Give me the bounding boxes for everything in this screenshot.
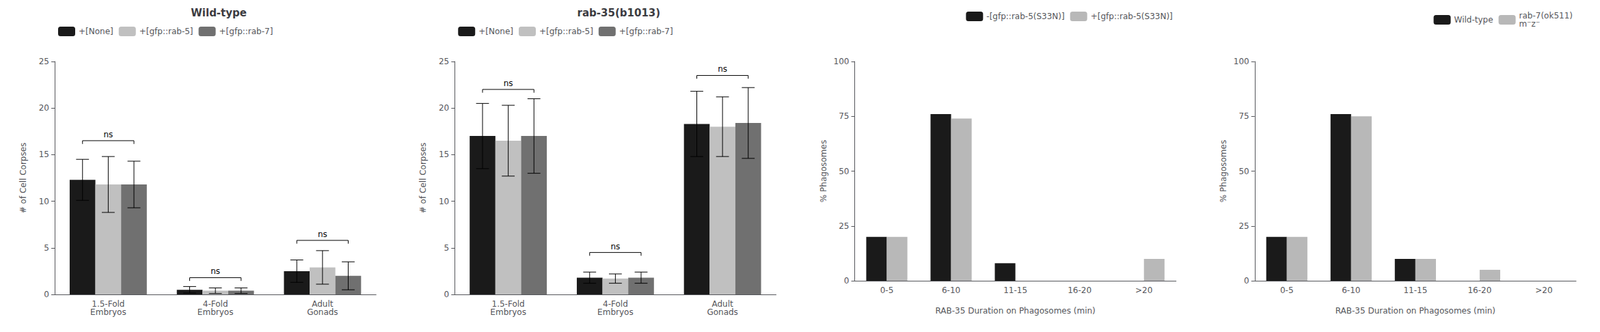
svg-text:% Phagosomes: % Phagosomes xyxy=(1218,140,1229,203)
svg-text:100: 100 xyxy=(833,56,850,67)
svg-text:10: 10 xyxy=(438,196,450,207)
svg-text:0-5: 0-5 xyxy=(880,285,894,296)
svg-text:Embryos: Embryos xyxy=(197,307,234,318)
svg-text:Adult: Adult xyxy=(311,299,334,309)
svg-text:4-Fold: 4-Fold xyxy=(202,299,228,309)
svg-text:20: 20 xyxy=(38,103,50,113)
svg-text:Embryos: Embryos xyxy=(90,307,127,318)
svg-text:25: 25 xyxy=(38,56,50,67)
svg-text:>20: >20 xyxy=(1535,285,1553,296)
svg-text:# of Cell Corpses: # of Cell Corpses xyxy=(18,142,29,214)
svg-text:0: 0 xyxy=(1243,276,1250,286)
svg-text:25: 25 xyxy=(438,56,450,67)
svg-text:0-5: 0-5 xyxy=(1280,285,1294,296)
svg-text:+[gfp::rab-5(S33N)]: +[gfp::rab-5(S33N)] xyxy=(1090,11,1173,22)
svg-text:5: 5 xyxy=(444,243,450,253)
svg-text:0: 0 xyxy=(43,289,50,300)
svg-text:Gonads: Gonads xyxy=(706,307,738,318)
svg-text:Gonads: Gonads xyxy=(306,307,338,318)
svg-text:RAB-35 Duration on Phagosomes: RAB-35 Duration on Phagosomes (min) xyxy=(934,306,1095,316)
svg-text:Wild-type: Wild-type xyxy=(1454,15,1494,25)
svg-text:0: 0 xyxy=(844,276,850,286)
svg-text:Embryos: Embryos xyxy=(597,307,634,318)
svg-text:10: 10 xyxy=(38,196,50,207)
svg-text:Adult: Adult xyxy=(711,299,734,309)
svg-text:ns: ns xyxy=(610,241,620,252)
svg-text:>20: >20 xyxy=(1135,285,1153,296)
svg-text:% Phagosomes: % Phagosomes xyxy=(818,140,829,203)
svg-text:5: 5 xyxy=(43,243,50,253)
svg-text:75: 75 xyxy=(1238,111,1249,121)
svg-text:6-10: 6-10 xyxy=(941,285,961,296)
svg-text:1.5-Fold: 1.5-Fold xyxy=(91,299,125,309)
svg-text:+[gfp::rab-7]: +[gfp::rab-7] xyxy=(619,26,674,37)
svg-text:50: 50 xyxy=(1238,166,1249,177)
svg-text:25: 25 xyxy=(1238,221,1249,232)
svg-text:100: 100 xyxy=(1233,56,1250,67)
svg-text:+[None]: +[None] xyxy=(78,26,114,37)
svg-text:Wild-type: Wild-type xyxy=(190,6,247,20)
svg-text:+[gfp::rab-5]: +[gfp::rab-5] xyxy=(539,26,594,37)
svg-text:11-15: 11-15 xyxy=(1403,285,1428,296)
svg-text:rab-7(ok511): rab-7(ok511) xyxy=(1519,10,1573,21)
svg-text:ns: ns xyxy=(503,78,514,89)
svg-text:+[None]: +[None] xyxy=(478,26,514,37)
svg-text:15: 15 xyxy=(438,149,450,160)
svg-text:# of Cell Corpses: # of Cell Corpses xyxy=(418,142,428,214)
svg-text:4-Fold: 4-Fold xyxy=(602,299,628,309)
svg-text:50: 50 xyxy=(838,166,849,177)
svg-text:-[gfp::rab-5(S33N)]: -[gfp::rab-5(S33N)] xyxy=(986,11,1065,22)
svg-text:rab-35(b1013): rab-35(b1013) xyxy=(577,6,661,20)
svg-text:16-20: 16-20 xyxy=(1067,285,1092,296)
svg-text:6-10: 6-10 xyxy=(1341,285,1361,296)
svg-text:75: 75 xyxy=(838,111,849,121)
svg-text:Embryos: Embryos xyxy=(490,307,527,318)
svg-text:1.5-Fold: 1.5-Fold xyxy=(491,299,525,309)
svg-text:ns: ns xyxy=(210,266,221,277)
svg-text:ns: ns xyxy=(317,229,328,240)
svg-text:ns: ns xyxy=(717,64,728,74)
svg-text:0: 0 xyxy=(444,289,450,300)
svg-text:25: 25 xyxy=(838,221,849,232)
svg-text:+[gfp::rab-5]: +[gfp::rab-5] xyxy=(139,26,194,37)
svg-text:16-20: 16-20 xyxy=(1467,285,1492,296)
svg-text:RAB-35 Duration on Phagosomes: RAB-35 Duration on Phagosomes (min) xyxy=(1335,306,1496,316)
svg-text:20: 20 xyxy=(438,103,450,113)
svg-text:ns: ns xyxy=(103,129,113,140)
svg-text:11-15: 11-15 xyxy=(1003,285,1028,296)
svg-text:m⁻z⁻: m⁻z⁻ xyxy=(1519,19,1541,29)
svg-text:+[gfp::rab-7]: +[gfp::rab-7] xyxy=(219,26,274,37)
svg-text:15: 15 xyxy=(38,149,50,160)
